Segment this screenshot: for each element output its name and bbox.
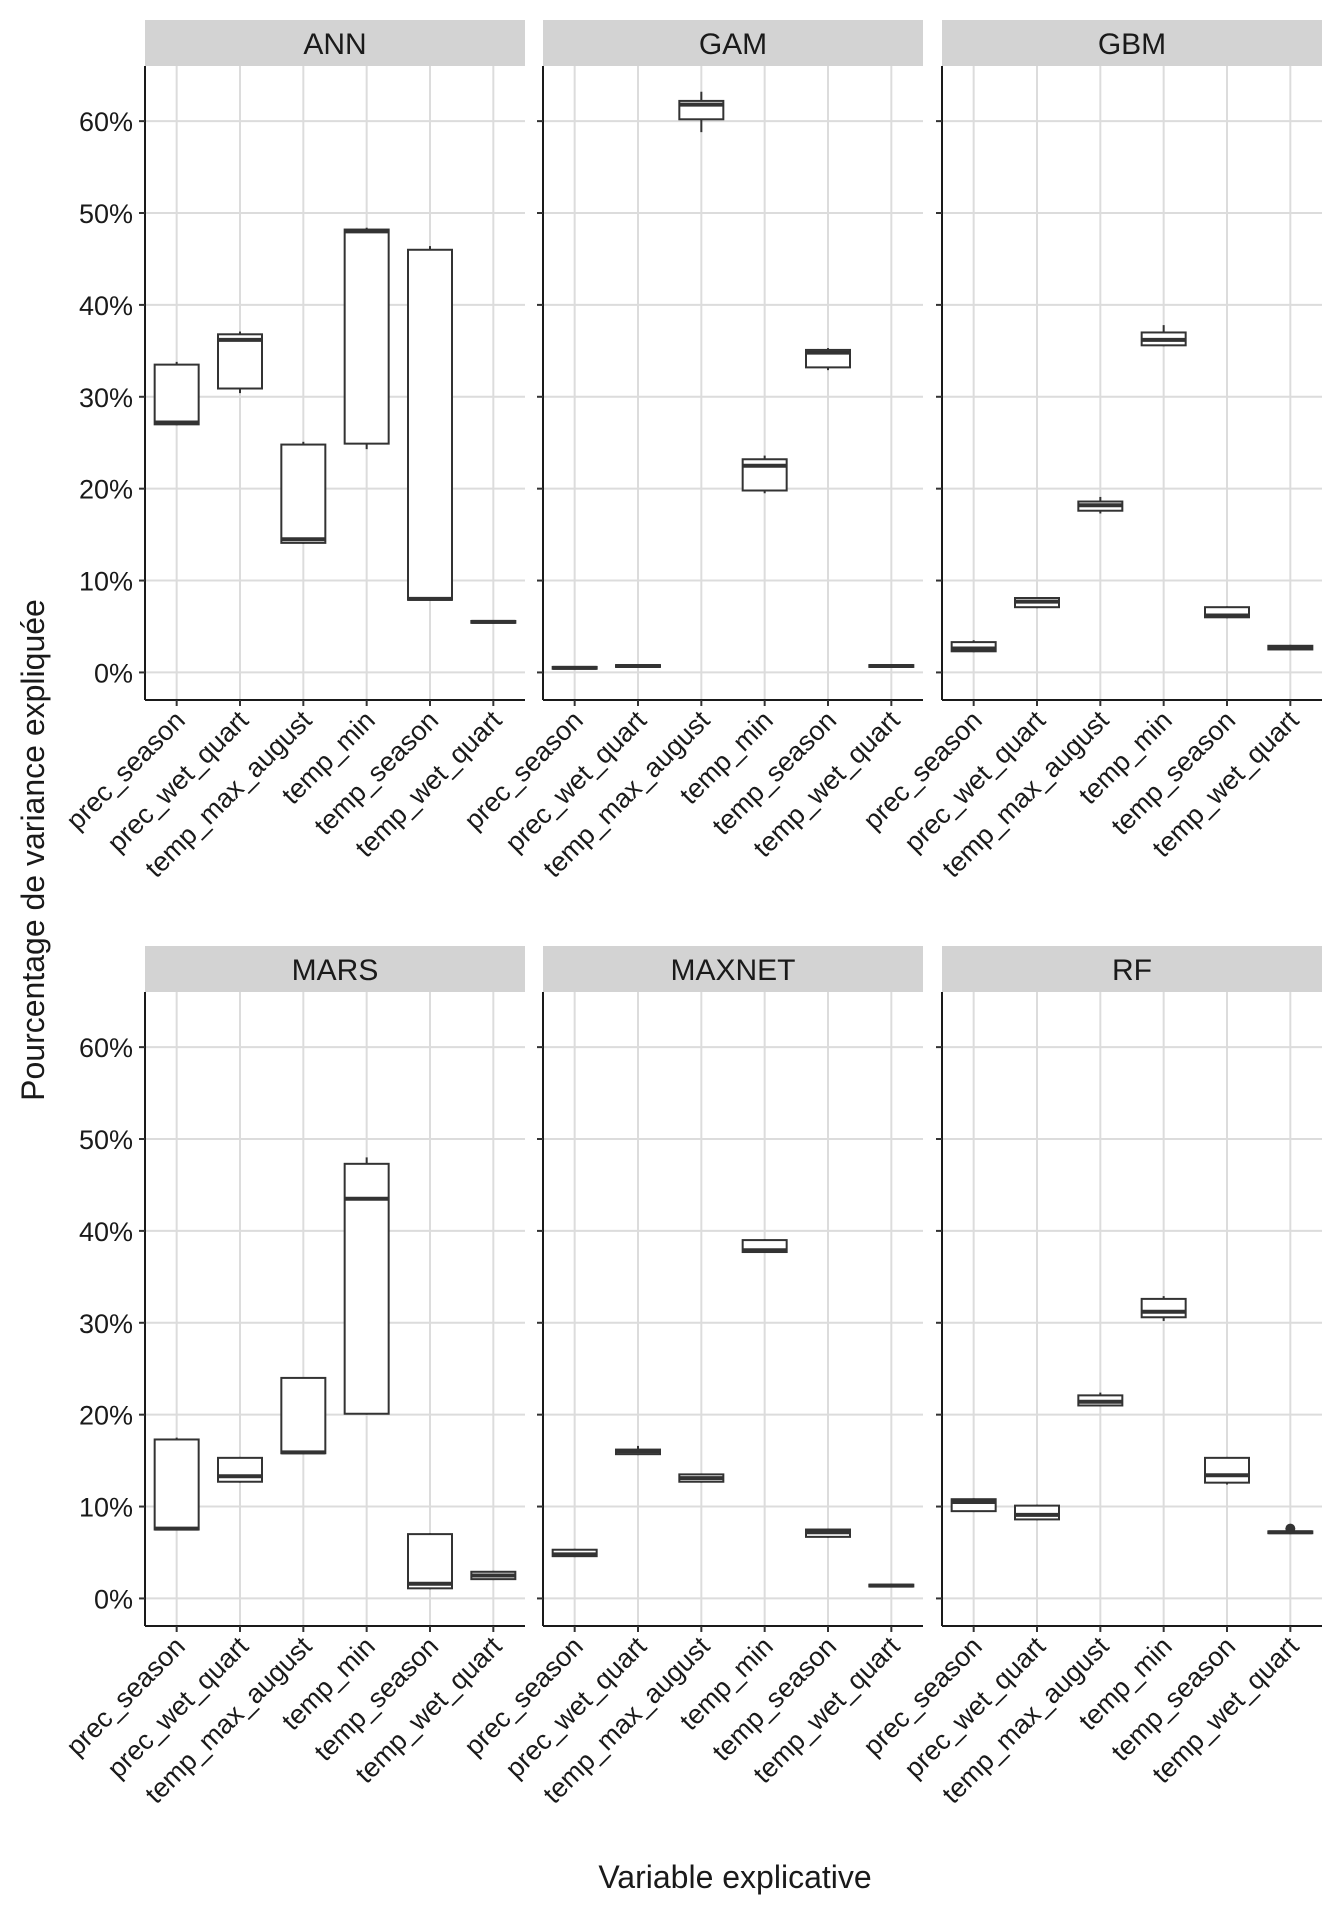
y-axis-label: Pourcentage de variance expliquée [15, 599, 51, 1101]
boxplot-temp-season [1204, 606, 1250, 619]
panel-strip [942, 20, 1322, 66]
panel-strip [145, 946, 525, 992]
y-tick-label: 50% [79, 1125, 133, 1155]
boxplot-prec-season [950, 1498, 997, 1513]
panel-strip [942, 946, 1322, 992]
y-tick-label: 60% [79, 107, 133, 137]
boxplot-temp-min [741, 455, 788, 494]
y-tick-label: 0% [94, 658, 133, 688]
boxplot-temp-season [407, 1533, 453, 1590]
y-tick-label: 20% [79, 1401, 133, 1431]
boxplot-temp-max-august [1077, 496, 1124, 514]
panel-strip [543, 20, 923, 66]
box-iqr [280, 1376, 327, 1455]
y-tick-label: 30% [79, 383, 133, 413]
boxplot-temp-wet-quart [868, 1583, 915, 1588]
boxplot-temp-min [1140, 1296, 1187, 1321]
box-iqr [343, 228, 390, 445]
panel-title: ANN [303, 28, 366, 61]
panel-title: GAM [699, 28, 767, 61]
box-iqr [1140, 1297, 1187, 1319]
boxplot-temp-wet-quart [470, 1570, 517, 1581]
box-iqr [153, 363, 200, 426]
panel-title: MARS [292, 954, 379, 987]
y-tick-label: 50% [79, 199, 133, 229]
y-tick-label: 20% [79, 475, 133, 505]
box-iqr [280, 443, 327, 544]
box-iqr [153, 1438, 200, 1531]
boxplot-temp-min [1140, 325, 1187, 347]
boxplot-prec-wet-quart [217, 331, 263, 394]
panel-rf: RFprec_seasonprec_wet_quarttemp_max_augu… [857, 946, 1322, 1809]
boxplot-temp-min [343, 227, 390, 450]
boxplot-prec-wet-quart [217, 1456, 263, 1483]
boxplot-temp-season [805, 1528, 851, 1538]
boxplot-temp-season [1204, 1456, 1250, 1485]
y-tick-label: 10% [79, 567, 133, 597]
y-tick-label: 30% [79, 1309, 133, 1339]
panel-gbm: GBMprec_seasonprec_wet_quarttemp_max_aug… [857, 20, 1322, 883]
y-tick-label: 0% [94, 1584, 133, 1614]
boxplot-prec-wet-quart [615, 664, 661, 669]
panel-strip [145, 20, 525, 66]
box-iqr [950, 1498, 997, 1513]
box-iqr [1014, 1504, 1060, 1521]
x-axis-label: Variable explicative [598, 1859, 871, 1895]
y-tick-label: 40% [79, 1217, 133, 1247]
boxplot-prec-wet-quart [615, 1445, 661, 1456]
boxplot-temp-wet-quart [868, 664, 915, 669]
panel-title: RF [1112, 954, 1152, 987]
boxplot-prec-wet-quart [1014, 1504, 1060, 1521]
panel-mars: MARS0%10%20%30%40%50%60%prec_seasonprec_… [60, 946, 525, 1809]
y-tick-label: 10% [79, 1493, 133, 1523]
boxplot-prec-season [950, 640, 997, 653]
outlier-point [1285, 1523, 1296, 1534]
boxplot-prec-season [551, 665, 598, 670]
panel-title: MAXNET [670, 954, 795, 987]
panel-maxnet: MAXNETprec_seasonprec_wet_quarttemp_max_… [458, 946, 923, 1809]
boxplot-temp-max-august [1077, 1392, 1124, 1407]
boxplot-temp-max-august [678, 91, 725, 133]
panel-strip [543, 946, 923, 992]
boxplot-temp-max-august [280, 441, 327, 544]
boxplot-temp-min [343, 1157, 390, 1415]
y-tick-label: 40% [79, 291, 133, 321]
boxplot-prec-wet-quart [1014, 597, 1060, 609]
boxplot-temp-max-august [280, 1376, 327, 1455]
boxplot-temp-season [805, 348, 851, 371]
boxplot-temp-wet-quart [1267, 644, 1314, 651]
box-iqr [407, 248, 453, 601]
boxplot-temp-max-august [678, 1473, 725, 1483]
box-iqr [1204, 1456, 1250, 1484]
panel-title: GBM [1098, 28, 1166, 61]
boxplot-prec-season [153, 361, 200, 426]
boxplot-temp-season [407, 246, 453, 601]
box-iqr [343, 1162, 390, 1415]
box-iqr [407, 1533, 453, 1590]
y-tick-label: 60% [79, 1033, 133, 1063]
boxplot-prec-season [551, 1548, 598, 1558]
box-iqr [217, 333, 263, 390]
panel-ann: ANN0%10%20%30%40%50%60%prec_seasonprec_w… [60, 20, 525, 883]
panel-gam: GAMprec_seasonprec_wet_quarttemp_max_aug… [458, 20, 923, 883]
boxplot-prec-season [153, 1437, 200, 1531]
boxplot-temp-wet-quart [470, 619, 517, 624]
boxplot-temp-min [741, 1239, 788, 1254]
boxplot-temp-wet-quart [1267, 1523, 1314, 1535]
